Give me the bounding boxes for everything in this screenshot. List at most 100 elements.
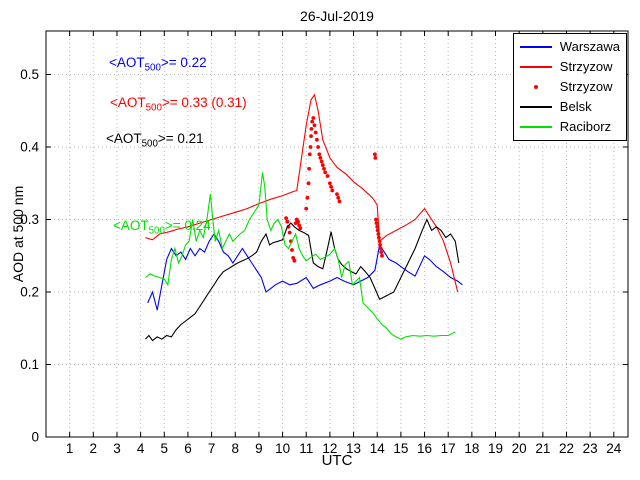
scatter-point: [309, 126, 314, 131]
y-tick-labels: 0 0.1 0.2 0.3 0.4 0.5: [20, 67, 39, 445]
y-tick-label: 0.2: [20, 285, 39, 300]
scatter-point: [307, 166, 311, 171]
aot500-annotation-1: <AOT500>= 0.33 (0.31): [110, 95, 247, 114]
aot500-annotation-2: <AOT500>= 0.21: [106, 131, 204, 150]
annotation-subscript: 500: [148, 225, 165, 237]
series-raciborz-line: [145, 172, 456, 340]
scatter-point: [311, 116, 316, 120]
scatter-point: [316, 145, 320, 149]
scatter-point: [323, 170, 328, 175]
x-tick-label: 19: [488, 441, 503, 456]
scatter-point: [374, 217, 378, 222]
x-tick-label: 11: [299, 441, 313, 456]
scatter-point: [325, 174, 330, 178]
scatter-point: [375, 228, 380, 233]
x-tick-label: 8: [232, 441, 240, 456]
legend-entry-warszawa: Warszawa: [518, 37, 620, 57]
scatter-point: [284, 216, 288, 221]
x-tick-label: 17: [441, 441, 456, 456]
x-tick-label: 22: [559, 441, 574, 456]
scatter-point: [305, 195, 310, 200]
x-tick-label: 4: [137, 441, 145, 456]
x-tick-label: 13: [346, 441, 361, 456]
x-axis-label: UTC: [321, 452, 353, 469]
scatter-point: [319, 159, 324, 164]
legend-sample-mark: [519, 66, 552, 68]
scatter-point: [296, 219, 300, 224]
y-axis-label: AOD at 500 nm: [10, 185, 26, 283]
scatter-point: [285, 219, 290, 224]
scatter-point: [317, 152, 322, 157]
scatter-point: [310, 119, 315, 124]
scatter-point: [313, 130, 318, 135]
x-tick-label: 7: [208, 441, 216, 456]
scatter-point: [378, 243, 382, 247]
x-tick-label: 23: [583, 441, 598, 456]
legend-line-sample: [518, 117, 554, 137]
y-tick-label: 0.1: [20, 357, 39, 372]
x-tick-labels: 1 2 3 4 5 6 7 8 9 10 11 12 13 14 15 16 17 18 19 20 21 22 23 24: [66, 441, 622, 456]
annotation-prefix: <AOT: [106, 131, 142, 146]
legend-entry-raciborz: Raciborz: [518, 117, 620, 137]
scatter-point: [290, 248, 294, 252]
scatter-point: [328, 181, 332, 186]
legend-entry-strzyzow: Strzyzow: [518, 57, 620, 77]
x-tick-label: 16: [417, 441, 432, 456]
x-tick-label: 14: [370, 441, 386, 456]
annotation-prefix: <AOT: [113, 218, 149, 233]
x-tick-label: 9: [255, 441, 263, 456]
legend-sample-mark: [519, 46, 552, 48]
scatter-point: [315, 137, 319, 142]
scatter-point: [373, 156, 378, 160]
scatter-point: [337, 199, 342, 204]
legend-sample-mark: [519, 126, 552, 128]
x-tick-label: 24: [606, 441, 622, 456]
aot500-annotation-3: <AOT500>= 0.24: [113, 218, 211, 237]
legend-label: Raciborz: [559, 119, 612, 134]
x-tick-label: 2: [90, 441, 98, 456]
x-tick-label: 6: [184, 441, 192, 456]
y-tick-label: 0.3: [20, 212, 39, 227]
x-tick-label: 3: [113, 441, 121, 456]
axes-box: [45, 30, 629, 438]
legend-entry-belsk: Belsk: [518, 97, 620, 117]
scatter-point: [380, 253, 384, 258]
series-warszawa-line: [147, 232, 463, 311]
scatter-point: [379, 250, 384, 255]
x-tick-label: 20: [512, 441, 527, 456]
series-belsk-line: [145, 218, 460, 342]
scatter-point: [298, 226, 303, 231]
legend-sample-mark: [519, 106, 552, 108]
scatter-point: [297, 223, 301, 228]
scatter-point: [308, 145, 313, 149]
scatter-point: [318, 156, 323, 160]
x-tick-label: 15: [393, 441, 408, 456]
annotation-value: >= 0.22: [160, 55, 207, 70]
tick-marks: [46, 31, 628, 438]
annotation-value: >= 0.24: [164, 218, 211, 233]
scatter-point: [376, 232, 381, 236]
legend-entry-strzyzow: Strzyzow: [518, 77, 620, 97]
scatter-point: [329, 185, 333, 189]
legend-sample-mark: [533, 85, 538, 89]
annotation-value: >= 0.21: [157, 131, 204, 146]
x-tick-label: 18: [464, 441, 479, 456]
legend-line-sample: [518, 37, 554, 57]
legend-dot-sample: [518, 77, 554, 97]
scatter-point: [374, 221, 379, 226]
scatter-point: [306, 181, 311, 186]
scatter-point: [291, 256, 296, 260]
x-tick-label: 21: [535, 441, 550, 456]
annotation-subscript: 500: [145, 102, 162, 114]
scatter-point: [375, 224, 380, 229]
scatter-point: [292, 258, 297, 263]
scatter-point: [307, 152, 312, 157]
series-strzyzow-dots: [284, 116, 384, 263]
scatter-point: [335, 192, 339, 197]
legend-line-sample: [518, 57, 554, 77]
scatter-point: [322, 166, 326, 171]
annotation-subscript: 500: [141, 138, 158, 150]
x-tick-label: 10: [275, 441, 290, 456]
legend-line-sample: [518, 97, 554, 117]
